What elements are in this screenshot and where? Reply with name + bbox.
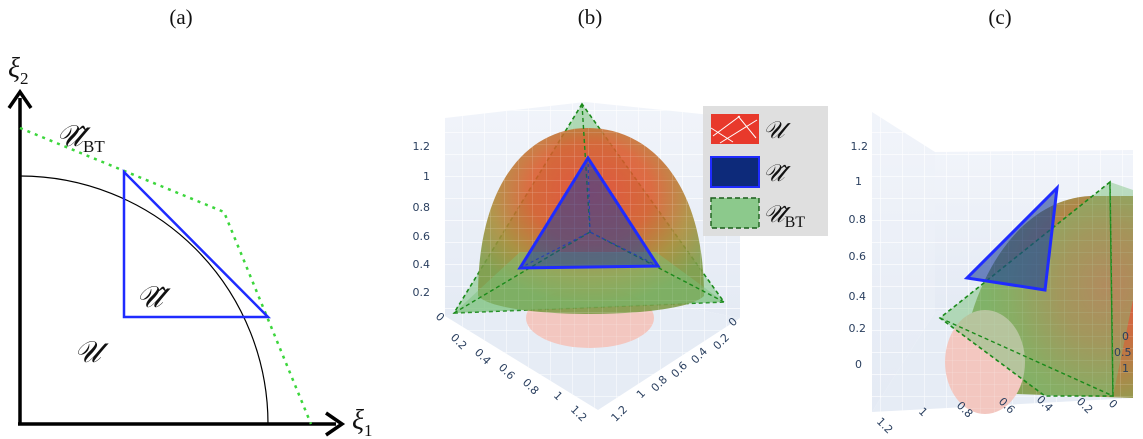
tick-label: 0.2 (413, 286, 431, 299)
tick-label: 1 (423, 170, 430, 183)
tick-label: 0.6 (849, 250, 867, 263)
panel-c-z-ticks: 1.2 1 0.8 0.6 0.4 0.2 0 (849, 140, 869, 371)
tick-label: 1 (551, 389, 565, 403)
u-hat-triangle-3d (963, 183, 1059, 292)
tick-label: 1.2 (874, 415, 896, 437)
legend-swatch-u (711, 114, 759, 144)
xi2-label: ξ2 (8, 53, 29, 88)
tick-label: 0 (433, 310, 447, 324)
panel-a-diagram: ξ2 ξ1 𝒰̂BT 𝒰̂ 𝒰 (7, 53, 373, 439)
tick-label: 0.8 (520, 376, 542, 398)
tick-label: 0.6 (413, 230, 431, 243)
tick-label: 1.2 (413, 140, 431, 153)
panel-c-3d-plot: 1.2 1 0.8 0.6 0.4 0.2 0 1.2 1 0.8 0.6 0.… (849, 112, 1133, 437)
u-hat-label: 𝒰̂ (136, 281, 171, 314)
tick-label: 0.4 (413, 258, 431, 271)
tick-label: 0 (1122, 330, 1129, 343)
tick-label: 0.8 (413, 201, 431, 214)
panel-label-c: (c) (988, 5, 1011, 29)
tick-label: 1.2 (609, 403, 631, 425)
tick-label: 0.8 (649, 373, 671, 395)
panel-b-3d-plot: 1.2 1 0.8 0.6 0.4 0.2 0 0.2 0.4 0.6 0.8 … (413, 102, 740, 425)
tick-label: 0.6 (496, 361, 518, 383)
xi1-label: ξ1 (352, 405, 373, 439)
tick-label: 0.4 (472, 346, 494, 368)
panel-label-a: (a) (169, 5, 192, 29)
tick-label: 1 (855, 175, 862, 188)
tick-label: 0.4 (849, 290, 867, 303)
tick-label: 1 (634, 387, 648, 401)
u-bt-label: 𝒰̂BT (56, 120, 105, 156)
panel-b-z-ticks: 1.2 1 0.8 0.6 0.4 0.2 0 (413, 140, 448, 324)
uncertainty-set-arc (19, 175, 269, 425)
legend-swatch-u-hat (710, 156, 760, 188)
bt-tetrahedron (938, 180, 1114, 397)
bt-set-boundary (19, 126, 313, 425)
tick-label: 0.8 (849, 213, 867, 226)
tick-label: 0 (855, 358, 862, 371)
tick-label: 0.2 (849, 322, 867, 335)
xi2-arrow-icon (7, 88, 33, 109)
u-hat-triangle (122, 168, 272, 319)
tick-label: 1 (1122, 362, 1129, 375)
tick-label: 0.2 (448, 331, 470, 353)
tick-label: 0.5 (1114, 346, 1132, 359)
tick-label: 1.2 (851, 140, 869, 153)
panel-label-b: (b) (578, 5, 603, 29)
legend: 𝒰 𝒰̂ 𝒰̂BT (703, 106, 828, 236)
tick-label: 1.2 (568, 403, 590, 425)
panel-c-y-ticks: 0 0.5 1 (1114, 330, 1132, 375)
legend-swatch-u-bt (710, 197, 760, 229)
xi1-arrow-icon (325, 411, 346, 437)
u-label: 𝒰 (74, 336, 109, 369)
